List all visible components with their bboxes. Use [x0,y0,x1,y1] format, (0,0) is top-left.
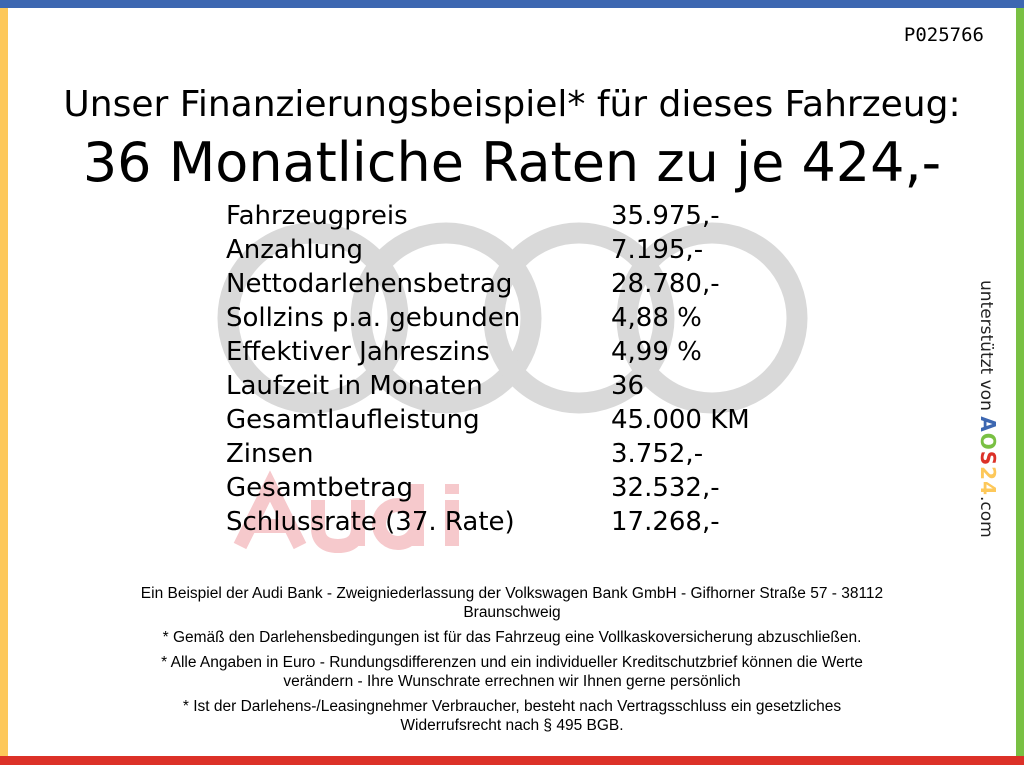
table-row: Laufzeit in Monaten 36 [226,369,750,403]
finance-table: Fahrzeugpreis 35.975,- Anzahlung 7.195,- N… [226,199,750,539]
supported-by-domain: .com [976,496,996,538]
footer-line: * Ist der Darlehens-/Leasingnehmer Verbr… [182,698,842,715]
table-row: Nettodarlehensbetrag 28.780,- [226,267,750,301]
row-label: Gesamtbetrag [226,473,413,503]
border-left [0,8,8,756]
row-value: 4,99 % [611,337,702,367]
row-label: Anzahlung [226,235,364,265]
row-label: Schlussrate (37. Rate) [226,507,515,537]
monthly-rate: 36 Monatliche Raten zu je 424,- [82,131,942,194]
table-row: Sollzins p.a. gebunden 4,88 % [226,301,750,335]
footer-disclaimer: Ein Beispiel der Audi Bank - Zweignieder… [40,584,984,735]
footer-line: * Alle Angaben in Euro - Rundungsdiffere… [161,654,863,671]
supported-by: unterstützt von AOS24.com [976,280,1000,538]
row-label: Laufzeit in Monaten [226,371,483,401]
ring-4 [616,222,808,414]
table-row: Zinsen 3.752,- [226,437,750,471]
border-right [1016,8,1024,756]
logo-letter: 4 [976,481,1000,497]
row-label: Nettodarlehensbetrag [226,269,513,299]
table-row: Fahrzeugpreis 35.975,- [226,199,750,233]
ring-2 [350,222,542,414]
audi-wordmark-logo [233,470,459,554]
row-value: 45.000 KM [611,405,750,435]
wordmark-letter-a [233,470,307,550]
table-row: Effektiver Jahreszins 4,99 % [226,335,750,369]
footer-line: * Gemäß den Darlehensbedingungen ist für… [162,629,862,646]
audi-rings-icon [217,222,808,414]
footer-line: Braunschweig [463,604,561,621]
footer-line: verändern - Ihre Wunschrate errechnen wi… [283,673,741,690]
row-label: Gesamtlaufleistung [226,405,480,435]
logo-letter: O [976,432,1000,451]
aos24-logo: AOS24 [976,416,1000,496]
table-row: Gesamtbetrag 32.532,- [226,471,750,505]
row-value: 3.752,- [611,439,704,469]
row-value: 17.268,- [611,507,720,537]
row-value: 35.975,- [611,201,720,231]
row-value: 36 [611,371,645,401]
row-label: Zinsen [226,439,314,469]
vehicle-code: P025766 [903,24,984,46]
table-row: Gesamtlaufleistung 45.000 KM [226,403,750,437]
ring-1 [217,222,409,414]
wordmark-letter-u [311,500,365,554]
logo-letter: A [976,416,1000,433]
row-value: 4,88 % [611,303,702,333]
headline: Unser Finanzierungsbeispiel* für dieses … [63,84,961,125]
row-value: 32.532,- [611,473,720,503]
table-row: Anzahlung 7.195,- [226,233,750,267]
footer-line: Widerrufsrecht nach § 495 BGB. [400,717,624,734]
border-bottom [0,756,1024,765]
row-label: Fahrzeugpreis [226,201,408,231]
row-value: 28.780,- [611,269,720,299]
border-top [0,0,1024,8]
row-label: Effektiver Jahreszins [226,337,490,367]
logo-letter: 2 [976,466,1000,482]
logo-letter: S [976,450,1000,467]
table-row: Schlussrate (37. Rate) 17.268,- [226,505,750,539]
row-label: Sollzins p.a. gebunden [226,303,521,333]
supported-by-text: unterstützt von [976,280,996,411]
footer-line: Ein Beispiel der Audi Bank - Zweignieder… [140,585,884,602]
row-value: 7.195,- [611,235,704,265]
ring-3 [483,222,675,414]
